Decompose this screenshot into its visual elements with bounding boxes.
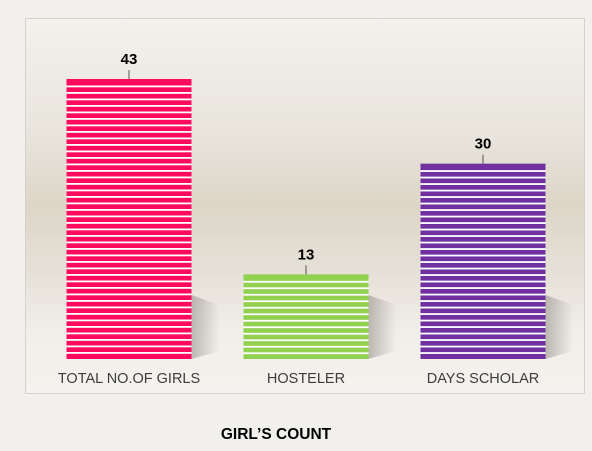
value-label-hosteler: 13	[298, 246, 315, 263]
bar-shadow-total-no-of-girls	[191, 295, 220, 359]
bar-total-no-of-girls	[66, 79, 192, 359]
bar-shadow-days-scholar	[545, 295, 574, 359]
category-label-days-scholar: DAYS SCHOLAR	[427, 371, 540, 387]
bar-chart: 43 TOTAL NO.OF GIRLS 13 HOSTELER 30 DAYS SCHO…	[58, 51, 574, 387]
category-label-total-no-of-girls: TOTAL NO.OF GIRLS	[58, 371, 200, 387]
bar-hosteler	[243, 274, 369, 359]
category-label-hosteler: HOSTELER	[267, 371, 345, 387]
value-label-days-scholar: 30	[475, 136, 492, 153]
value-label-total-no-of-girls: 43	[121, 51, 138, 68]
chart-title: GIRL’S COUNT	[220, 426, 332, 443]
bar-days-scholar	[420, 163, 546, 359]
bar-shadow-hosteler	[368, 295, 397, 359]
chart-area: 43 TOTAL NO.OF GIRLS 13 HOSTELER 30 DAYS SCHO…	[25, 18, 585, 394]
